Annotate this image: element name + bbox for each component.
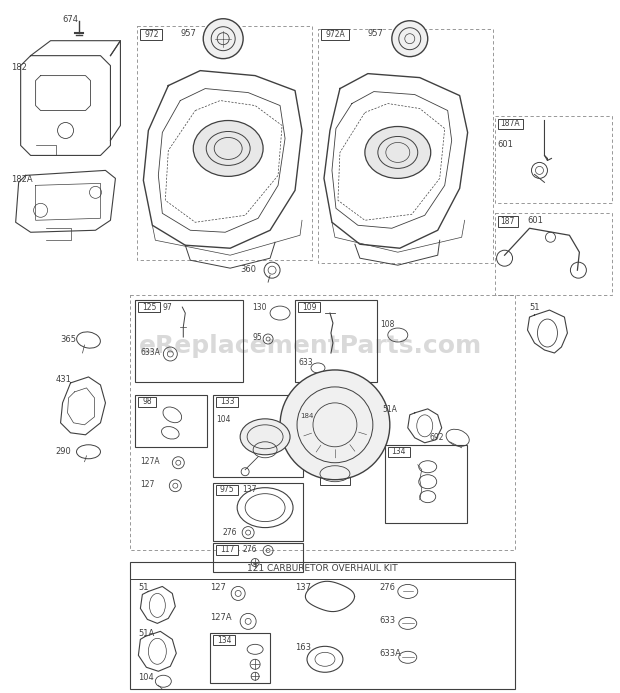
Text: 104: 104 <box>216 415 231 424</box>
Bar <box>321 28 349 40</box>
Text: 121 CARBURETOR OVERHAUL KIT: 121 CARBURETOR OVERHAUL KIT <box>247 563 398 572</box>
Text: 127A: 127A <box>210 613 232 622</box>
Text: 633: 633 <box>380 616 396 625</box>
Bar <box>216 397 238 407</box>
Text: 163: 163 <box>295 643 311 652</box>
Text: 365: 365 <box>61 335 76 344</box>
Text: 137: 137 <box>242 484 257 493</box>
Text: 184: 184 <box>300 413 313 419</box>
Text: 674: 674 <box>63 15 79 24</box>
Text: 127: 127 <box>140 480 155 489</box>
Text: 633A: 633A <box>380 649 402 658</box>
Bar <box>135 300 243 382</box>
Text: 127: 127 <box>210 584 226 593</box>
Bar <box>498 119 523 130</box>
Text: 134: 134 <box>217 636 231 645</box>
Bar <box>138 397 156 407</box>
Text: 972: 972 <box>144 30 159 39</box>
Bar <box>295 300 377 382</box>
Circle shape <box>392 21 428 57</box>
Text: 601: 601 <box>498 141 513 150</box>
Text: 601: 601 <box>528 216 543 225</box>
Text: 633: 633 <box>298 358 312 367</box>
Text: 95: 95 <box>252 333 262 342</box>
Text: 972A: 972A <box>325 30 345 39</box>
Text: 276: 276 <box>242 545 257 554</box>
Text: 133: 133 <box>220 397 234 406</box>
Text: 104: 104 <box>138 674 154 683</box>
Text: 187: 187 <box>500 218 515 227</box>
Circle shape <box>203 19 243 59</box>
Bar <box>213 483 303 541</box>
Text: 360: 360 <box>240 265 256 274</box>
Text: 51A: 51A <box>383 405 397 414</box>
Text: eReplacementParts.com: eReplacementParts.com <box>138 335 482 358</box>
Bar <box>388 447 410 457</box>
Bar <box>213 635 235 645</box>
Bar <box>213 395 303 477</box>
Bar <box>130 561 515 690</box>
Text: 957: 957 <box>180 28 196 37</box>
Text: 134: 134 <box>392 447 406 456</box>
Text: 109: 109 <box>302 303 316 312</box>
Text: 51A: 51A <box>138 629 154 638</box>
Bar <box>140 28 162 40</box>
Bar <box>138 302 161 312</box>
Ellipse shape <box>193 121 263 177</box>
Text: 182: 182 <box>11 62 27 71</box>
Text: 276: 276 <box>380 584 396 593</box>
Text: 692: 692 <box>430 433 445 442</box>
Text: 125: 125 <box>142 303 156 312</box>
Bar <box>138 26 312 260</box>
Text: 51: 51 <box>138 584 149 593</box>
Text: 182A: 182A <box>11 175 32 184</box>
Bar <box>210 633 270 683</box>
Bar <box>298 302 320 312</box>
Bar <box>495 213 613 295</box>
Text: 276: 276 <box>222 527 237 536</box>
Bar <box>385 445 467 523</box>
Bar <box>318 28 493 263</box>
Bar <box>216 545 238 554</box>
Text: 187A: 187A <box>500 119 520 128</box>
Ellipse shape <box>365 127 431 178</box>
Text: 290: 290 <box>56 447 71 456</box>
Ellipse shape <box>240 419 290 455</box>
Text: 98: 98 <box>143 397 152 406</box>
Text: 431: 431 <box>56 375 71 384</box>
Circle shape <box>280 370 390 480</box>
Text: 117: 117 <box>220 545 234 554</box>
Bar <box>320 463 350 484</box>
Bar <box>495 116 613 203</box>
Bar <box>498 216 518 227</box>
Text: 957: 957 <box>368 28 384 37</box>
Text: 97: 97 <box>162 303 172 312</box>
Text: 127A: 127A <box>140 457 160 466</box>
Text: 108: 108 <box>380 320 394 329</box>
Bar <box>130 295 515 550</box>
Text: 130: 130 <box>252 303 267 312</box>
Text: 137: 137 <box>295 584 311 593</box>
Text: 633A: 633A <box>140 348 160 357</box>
Text: 975: 975 <box>220 485 234 494</box>
Bar <box>135 395 207 447</box>
Bar <box>213 543 303 572</box>
Bar <box>216 484 238 495</box>
Text: 51: 51 <box>529 303 540 312</box>
